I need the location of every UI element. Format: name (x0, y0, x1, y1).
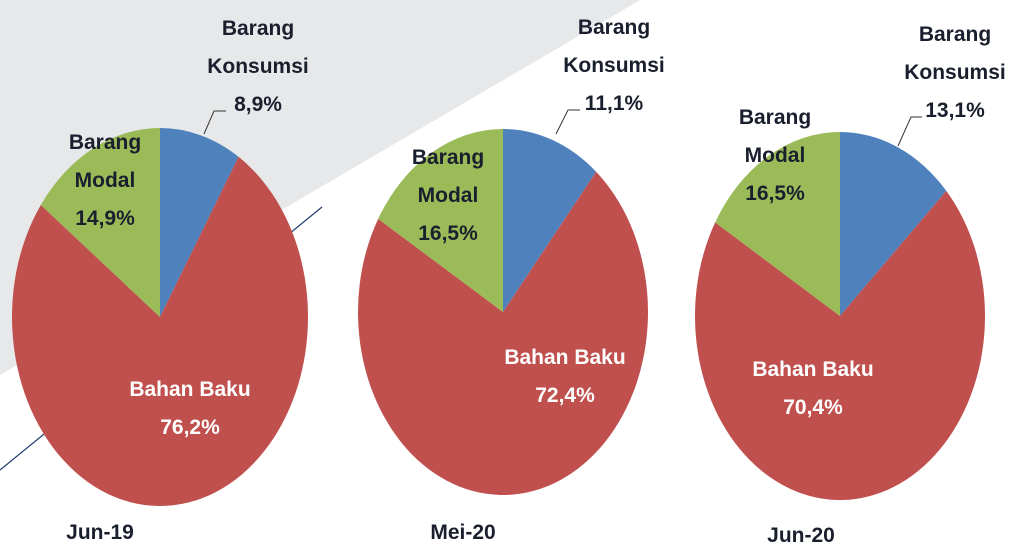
pie-slice (503, 129, 597, 312)
category-label: Bahan Baku (504, 346, 626, 369)
category-label: Barang Konsumsi (563, 16, 665, 77)
pie-slice (694, 190, 985, 500)
leader-line (897, 116, 922, 147)
slice-label: Barang Modal 14,9% (58, 124, 153, 238)
value-label: 14,9% (75, 207, 135, 230)
pie-slice (160, 128, 239, 317)
slice-label: Barang Modal 16,5% (728, 99, 823, 213)
slice-label: Barang Konsumsi 11,1% (554, 9, 674, 123)
leader-line (203, 110, 226, 135)
value-label: 76,2% (160, 416, 220, 439)
slice-label: Barang Modal 16,5% (401, 139, 496, 253)
category-label: Barang Modal (411, 146, 485, 207)
pie-slice (840, 132, 947, 316)
pie-slice (358, 171, 649, 495)
chart-title: Jun-19 (66, 521, 134, 544)
chart-title: Jun-20 (767, 524, 835, 547)
category-label: Barang Modal (738, 106, 812, 167)
pie-slice (715, 132, 840, 316)
slice-label: Bahan Baku 76,2% (90, 371, 290, 447)
slice-label: Barang Konsumsi 13,1% (895, 16, 1015, 130)
value-label: 11,1% (584, 92, 644, 115)
pie-slice (378, 129, 503, 312)
category-label: Barang Konsumsi (207, 17, 309, 78)
category-label: Bahan Baku (752, 358, 874, 381)
value-label: 70,4% (783, 396, 843, 419)
pie-slice (11, 156, 308, 506)
leader-line (555, 109, 580, 135)
slice-label: Bahan Baku 72,4% (465, 339, 665, 415)
value-label: 16,5% (418, 222, 478, 245)
slice-label: Barang Konsumsi 8,9% (198, 10, 318, 124)
pie-slice (40, 128, 160, 317)
value-label: 8,9% (234, 93, 282, 116)
chart-title: Mei-20 (430, 521, 496, 544)
category-label: Barang Konsumsi (904, 23, 1006, 84)
value-label: 16,5% (745, 182, 805, 205)
category-label: Barang Modal (68, 131, 142, 192)
value-label: 13,1% (925, 99, 985, 122)
category-label: Bahan Baku (129, 378, 251, 401)
slice-label: Bahan Baku 70,4% (713, 351, 913, 427)
value-label: 72,4% (535, 384, 595, 407)
